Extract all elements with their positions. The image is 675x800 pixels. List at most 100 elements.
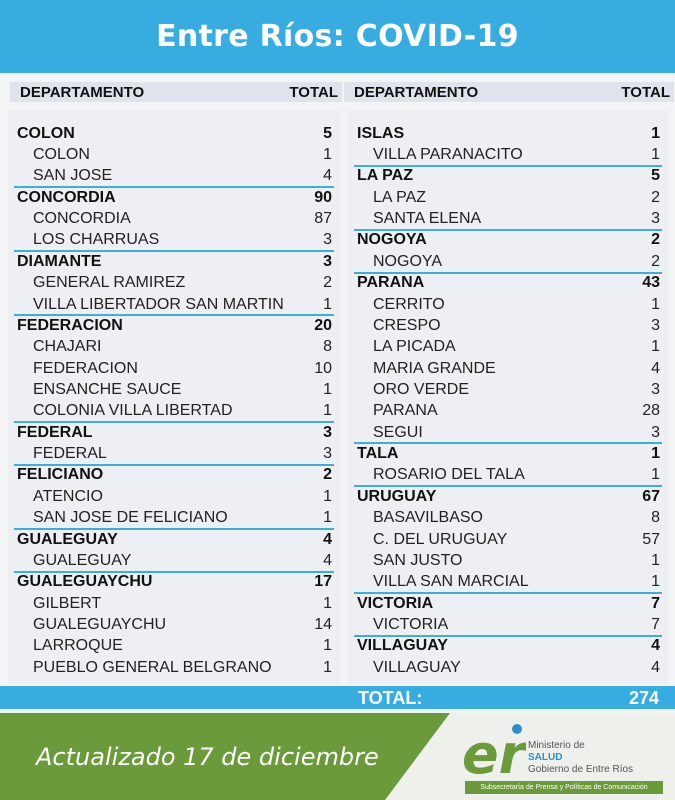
row-name: PUEBLO GENERAL BELGRANO: [33, 658, 272, 676]
department-row: CONCORDIA 90: [8, 187, 340, 208]
total-value: 274: [628, 688, 659, 708]
row-name: COLON: [33, 146, 90, 164]
row-name: SAN JUSTO: [373, 551, 463, 569]
row-name: VICTORIA: [373, 615, 449, 633]
row-total: 1: [651, 466, 660, 484]
row-name: SAN JOSE: [33, 167, 113, 185]
department-row: NOGOYA 2: [348, 230, 668, 251]
row-name: GENERAL RAMIREZ: [33, 274, 186, 292]
row-total: 20: [314, 316, 332, 334]
row-total: 2: [651, 231, 660, 249]
department-row: FEDERACION 20: [8, 315, 340, 336]
row-total: 1: [651, 551, 660, 569]
left-column-header: DEPARTAMENTO TOTAL: [10, 82, 342, 102]
row-total: 8: [323, 338, 332, 356]
locality-row: NOGOYA 2: [348, 251, 668, 274]
row-name: SAN JOSE DE FELICIANO: [33, 509, 228, 527]
row-name: C. DEL URUGUAY: [373, 530, 508, 548]
locality-row: VILLA LIBERTADOR SAN MARTIN 1: [8, 294, 340, 317]
row-total: 1: [323, 402, 332, 420]
row-name: GUALEGUAY: [33, 551, 132, 569]
row-total: 1: [323, 594, 332, 612]
locality-row: ORO VERDE 3: [348, 379, 668, 400]
row-total: 14: [314, 615, 332, 633]
ministry-gov: Gobierno de Entre Ríos: [528, 764, 634, 775]
row-total: 3: [323, 445, 332, 463]
row-name: GUALEGUAYCHU: [17, 573, 153, 591]
locality-row: CHAJARI 8: [8, 337, 340, 358]
row-total: 4: [651, 637, 660, 655]
row-total: 4: [323, 551, 332, 569]
department-row: GUALEGUAY 4: [8, 529, 340, 550]
row-total: 1: [651, 338, 660, 356]
row-total: 1: [323, 380, 332, 398]
locality-row: VILLA PARANACITO 1: [348, 144, 668, 168]
row-name: VICTORIA: [357, 594, 434, 612]
department-row: GUALEGUAYCHU 17: [8, 572, 340, 593]
row-name: FELICIANO: [17, 466, 104, 484]
row-name: CERRITO: [373, 295, 445, 313]
row-total: 3: [651, 210, 660, 228]
locality-row: GILBERT 1: [8, 593, 340, 614]
locality-row: CONCORDIA 87: [8, 208, 340, 229]
row-total: 17: [314, 573, 332, 591]
page-title: Entre Ríos: COVID-19: [156, 19, 519, 54]
row-name: PARANA: [357, 274, 425, 292]
row-total: 90: [314, 188, 332, 206]
row-name: CONCORDIA: [33, 210, 131, 228]
locality-row: ROSARIO DEL TALA 1: [348, 465, 668, 488]
row-name: ROSARIO DEL TALA: [373, 466, 525, 484]
row-total: 3: [323, 231, 332, 249]
total-bar: TOTAL: 274: [0, 686, 675, 709]
row-name: COLONIA VILLA LIBERTAD: [33, 402, 233, 420]
row-name: FEDERAL: [33, 445, 107, 463]
footer-green-panel: [0, 713, 450, 800]
row-total: 3: [651, 316, 660, 334]
department-row: FELICIANO 2: [8, 465, 340, 486]
right-table: ISLAS 1 VILLA PARANACITO 1 LA PAZ 5 LA PAZ 2 SAN…: [348, 110, 668, 684]
department-row: COLON 5: [8, 123, 340, 144]
row-name: NOGOYA: [357, 231, 427, 249]
row-name: GILBERT: [33, 594, 102, 612]
row-total: 67: [642, 487, 660, 505]
row-total: 1: [323, 637, 332, 655]
row-name: NOGOYA: [373, 252, 443, 270]
row-total: 1: [651, 124, 660, 142]
locality-row: FEDERAL 3: [8, 443, 340, 467]
row-name: LA PICADA: [373, 338, 456, 356]
row-total: 3: [651, 423, 660, 441]
locality-row: SANTA ELENA 3: [348, 208, 668, 232]
locality-row: PARANA 28: [348, 401, 668, 422]
row-total: 28: [642, 402, 660, 420]
row-total: 2: [651, 252, 660, 270]
locality-row: SAN JOSE DE FELICIANO 1: [8, 507, 340, 531]
locality-row: VICTORIA 7: [348, 614, 668, 638]
row-total: 3: [323, 423, 332, 441]
locality-row: GUALEGUAYCHU 14: [8, 614, 340, 635]
locality-row: SEGUI 3: [348, 422, 668, 445]
row-total: 1: [323, 146, 332, 164]
row-name: TALA: [357, 445, 399, 463]
department-row: ISLAS 1: [348, 123, 668, 144]
locality-row: CRESPO 3: [348, 315, 668, 336]
locality-row: BASAVILBASO 8: [348, 507, 668, 528]
row-total: 2: [651, 188, 660, 206]
department-row: URUGUAY 67: [348, 486, 668, 507]
row-name: MARIA GRANDE: [373, 359, 496, 377]
row-name: DIAMANTE: [17, 252, 102, 270]
row-total: 7: [651, 615, 660, 633]
row-total: 3: [651, 380, 660, 398]
row-total: 5: [323, 124, 332, 142]
row-total: 4: [323, 530, 332, 548]
locality-row: GENERAL RAMIREZ 2: [8, 273, 340, 294]
locality-row: LOS CHARRUAS 3: [8, 230, 340, 253]
row-name: FEDERACION: [17, 316, 123, 334]
locality-row: SAN JUSTO 1: [348, 550, 668, 571]
row-total: 57: [642, 530, 660, 548]
ministry-salud: SALUD: [528, 752, 563, 763]
department-row: PARANA 43: [348, 273, 668, 294]
row-total: 1: [323, 487, 332, 505]
locality-row: SAN JOSE 4: [8, 166, 340, 189]
row-name: BASAVILBASO: [373, 509, 483, 527]
row-name: SEGUI: [373, 423, 423, 441]
